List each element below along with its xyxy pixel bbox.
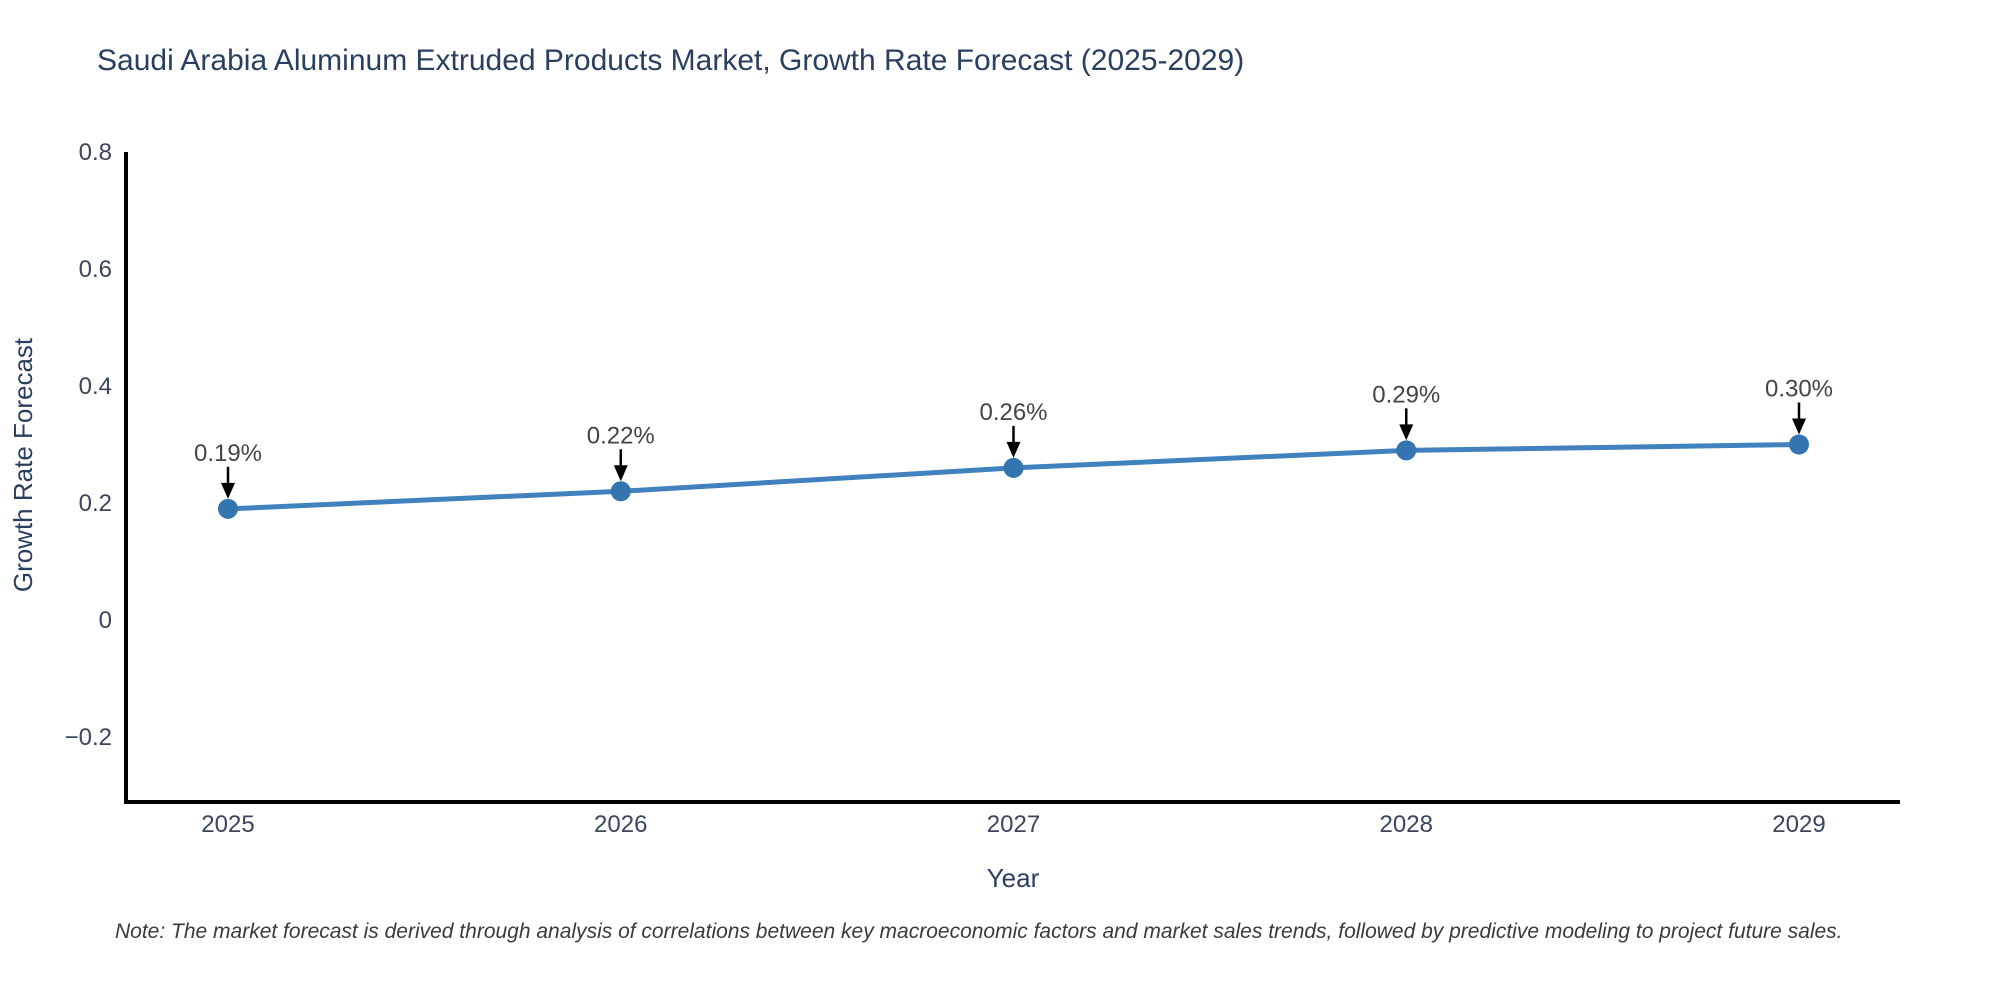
data-point-marker[interactable] <box>218 498 238 519</box>
x-tick-label: 2026 <box>594 811 647 838</box>
data-point-label: 0.30% <box>1765 376 1833 403</box>
y-tick-label: 0.6 <box>79 256 112 283</box>
annotations: 0.19% 0.22% 0.26% 0.29% 0.30% <box>194 376 1833 499</box>
x-tick-label: 2028 <box>1380 811 1433 838</box>
data-point-label: 0.19% <box>194 440 262 467</box>
data-point-marker[interactable] <box>1003 457 1024 478</box>
annotation-arrowhead <box>1006 441 1021 458</box>
axis-lines <box>124 152 1900 804</box>
x-tick-label: 2029 <box>1772 811 1825 838</box>
y-tick-label: 0 <box>99 607 112 634</box>
y-tick-label: −0.2 <box>65 724 112 751</box>
annotation-arrowhead <box>1792 418 1806 435</box>
data-point-marker[interactable] <box>610 481 631 502</box>
chart-title: Saudi Arabia Aluminum Extruded Products … <box>97 44 1244 77</box>
y-tick-label: 0.2 <box>79 490 112 517</box>
y-axis-title: Growth Rate Forecast <box>8 337 38 592</box>
annotation-arrowhead <box>613 465 628 482</box>
data-point-marker[interactable] <box>1396 440 1417 461</box>
data-point-label: 0.22% <box>587 422 655 449</box>
data-series <box>218 434 1809 519</box>
data-point-label: 0.26% <box>979 399 1047 426</box>
x-axis-title: Year <box>987 863 1040 893</box>
y-axis-ticks: −0.2 0 0.2 0.4 0.6 0.8 <box>65 139 112 751</box>
y-tick-label: 0.8 <box>79 139 112 166</box>
x-axis-ticks: 2025 2026 2027 2028 2029 <box>201 811 1825 838</box>
annotation-arrowhead <box>1399 424 1414 441</box>
y-tick-label: 0.4 <box>79 373 112 400</box>
footnote: Note: The market forecast is derived thr… <box>115 920 1843 943</box>
x-tick-label: 2025 <box>201 811 254 838</box>
annotation-arrowhead <box>221 482 235 499</box>
data-point-marker[interactable] <box>1789 434 1809 455</box>
x-tick-label: 2027 <box>987 811 1040 838</box>
data-point-label: 0.29% <box>1372 381 1440 408</box>
